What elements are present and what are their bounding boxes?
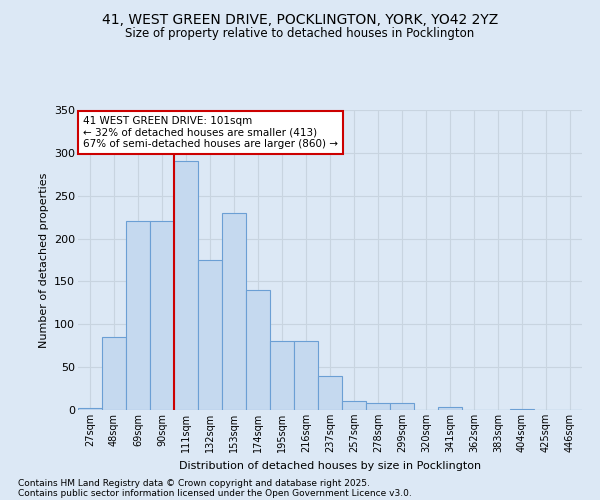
Text: 41 WEST GREEN DRIVE: 101sqm
← 32% of detached houses are smaller (413)
67% of se: 41 WEST GREEN DRIVE: 101sqm ← 32% of det… — [83, 116, 338, 149]
Bar — [390, 403, 414, 410]
Bar — [342, 402, 366, 410]
Text: Size of property relative to detached houses in Pocklington: Size of property relative to detached ho… — [125, 28, 475, 40]
Bar — [246, 290, 270, 410]
X-axis label: Distribution of detached houses by size in Pocklington: Distribution of detached houses by size … — [179, 460, 481, 470]
Bar — [510, 409, 534, 410]
Bar — [222, 213, 246, 410]
Bar — [78, 408, 102, 410]
Bar — [198, 260, 222, 410]
Bar — [102, 337, 126, 410]
Bar — [150, 222, 174, 410]
Bar — [438, 406, 462, 410]
Y-axis label: Number of detached properties: Number of detached properties — [38, 172, 49, 348]
Text: Contains public sector information licensed under the Open Government Licence v3: Contains public sector information licen… — [18, 488, 412, 498]
Bar — [270, 342, 294, 410]
Bar — [174, 162, 198, 410]
Bar — [294, 342, 318, 410]
Text: 41, WEST GREEN DRIVE, POCKLINGTON, YORK, YO42 2YZ: 41, WEST GREEN DRIVE, POCKLINGTON, YORK,… — [102, 12, 498, 26]
Bar — [366, 403, 390, 410]
Bar — [126, 222, 150, 410]
Text: Contains HM Land Registry data © Crown copyright and database right 2025.: Contains HM Land Registry data © Crown c… — [18, 478, 370, 488]
Bar — [318, 376, 342, 410]
